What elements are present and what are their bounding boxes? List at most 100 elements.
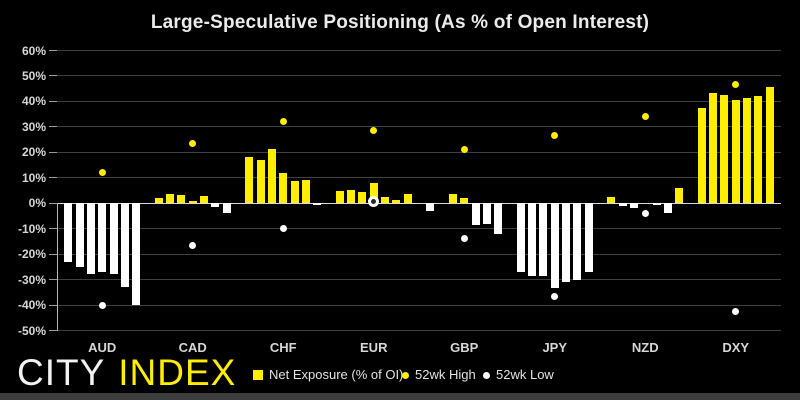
bar-JPY-6 <box>573 203 582 280</box>
high-dot-CHF <box>279 118 287 126</box>
low-dot-CHF <box>279 224 287 232</box>
bar-GBP-3 <box>448 194 457 204</box>
bar-CAD-2 <box>166 194 175 204</box>
gridline <box>57 330 781 332</box>
city-index-logo: CITY INDEX <box>17 354 236 392</box>
bar-CHF-4 <box>279 173 288 204</box>
y-axis-tick <box>49 50 57 51</box>
bar-DXY-4 <box>731 99 740 204</box>
legend-item-1: Net Exposure (% of OI) <box>253 368 403 382</box>
high-dot-GBP <box>460 145 468 153</box>
y-tick-label: -20% <box>17 247 46 262</box>
high-dot-CAD <box>189 140 197 148</box>
bar-EUR-2 <box>347 190 356 204</box>
bar-AUD-4 <box>98 203 107 273</box>
low-dot-DXY <box>732 307 740 315</box>
y-axis-tick <box>49 330 57 332</box>
high-dot-EUR <box>370 126 378 134</box>
low-dot-CAD <box>189 241 197 249</box>
bar-JPY-7 <box>584 203 593 272</box>
y-tick-label: 10% <box>21 170 46 185</box>
gridline <box>57 151 781 153</box>
gridline <box>57 228 781 230</box>
category-label-EUR: EUR <box>360 340 388 355</box>
bar-AUD-6 <box>120 203 129 288</box>
logo-index-text: INDEX <box>118 352 237 393</box>
low-dot-NZD <box>641 210 649 218</box>
category-label-JPY: JPY <box>542 340 568 355</box>
legend-dot-icon <box>483 371 490 379</box>
bar-CHF-2 <box>256 159 265 204</box>
y-axis-tick <box>49 100 57 102</box>
bar-CHF-1 <box>245 157 254 204</box>
bar-GBP-6 <box>482 203 491 224</box>
y-tick-label: 60% <box>21 43 46 58</box>
bar-AUD-2 <box>75 203 84 267</box>
bar-NZD-6 <box>663 203 672 214</box>
bar-GBP-1 <box>426 203 435 211</box>
y-tick-label: -30% <box>17 272 46 287</box>
bar-DXY-1 <box>697 107 706 204</box>
low-dot-AUD <box>98 301 106 309</box>
bar-JPY-1 <box>516 203 525 273</box>
bar-DXY-2 <box>709 93 718 204</box>
bar-JPY-3 <box>539 203 548 276</box>
gridline <box>57 279 781 281</box>
legend-label: Net Exposure (% of OI) <box>269 367 404 382</box>
y-tick-label: 20% <box>21 145 46 160</box>
low-dot-EUR <box>368 195 380 207</box>
category-label-CAD: CAD <box>178 340 207 355</box>
high-dot-NZD <box>641 112 649 120</box>
bar-JPY-4 <box>550 203 559 289</box>
bar-CAD-6 <box>211 203 220 207</box>
legend-dot-icon <box>402 371 409 379</box>
bar-DXY-3 <box>720 95 729 204</box>
bar-AUD-1 <box>64 203 73 262</box>
gridline <box>57 75 781 77</box>
gridline <box>57 253 781 255</box>
bar-NZD-1 <box>607 196 616 204</box>
y-tick-label: 50% <box>21 68 46 83</box>
bar-NZD-5 <box>652 203 661 206</box>
bar-DXY-5 <box>743 98 752 204</box>
y-axis-tick <box>49 253 57 255</box>
bar-DXY-7 <box>765 87 774 204</box>
logo-city-text: CITY <box>17 352 106 393</box>
y-axis-tick <box>49 126 57 128</box>
bar-EUR-3 <box>358 191 367 204</box>
y-axis-tick <box>49 202 57 204</box>
bar-CAD-5 <box>200 196 209 204</box>
bar-NZD-7 <box>675 187 684 204</box>
bar-CHF-6 <box>301 180 310 204</box>
bar-EUR-5 <box>381 196 390 204</box>
bar-GBP-5 <box>471 203 480 226</box>
gridline <box>57 304 781 306</box>
gridline <box>57 126 781 128</box>
low-dot-JPY <box>551 292 559 300</box>
legend-item-2: 52wk High <box>402 368 476 382</box>
y-tick-label: 0% <box>28 196 46 211</box>
y-tick-label: 30% <box>21 119 46 134</box>
bar-EUR-4 <box>369 183 378 204</box>
bar-CHF-7 <box>313 203 322 205</box>
category-label-NZD: NZD <box>631 340 659 355</box>
bar-CAD-7 <box>222 203 231 214</box>
bar-CAD-4 <box>188 200 197 204</box>
bar-EUR-7 <box>403 194 412 204</box>
y-tick-label: -10% <box>17 221 46 236</box>
category-label-DXY: DXY <box>722 340 750 355</box>
footer-strip <box>0 393 800 400</box>
bar-CHF-3 <box>267 149 276 204</box>
y-axis-tick <box>49 75 57 77</box>
y-axis-tick <box>49 151 57 153</box>
high-dot-AUD <box>98 168 106 176</box>
category-label-CHF: CHF <box>269 340 297 355</box>
gridline <box>57 100 781 102</box>
y-tick-label: -40% <box>17 298 46 313</box>
legend-label: 52wk High <box>415 367 476 382</box>
category-label-GBP: GBP <box>450 340 479 355</box>
bar-NZD-3 <box>629 203 638 209</box>
gridline <box>57 50 781 51</box>
y-axis-tick <box>49 304 57 306</box>
